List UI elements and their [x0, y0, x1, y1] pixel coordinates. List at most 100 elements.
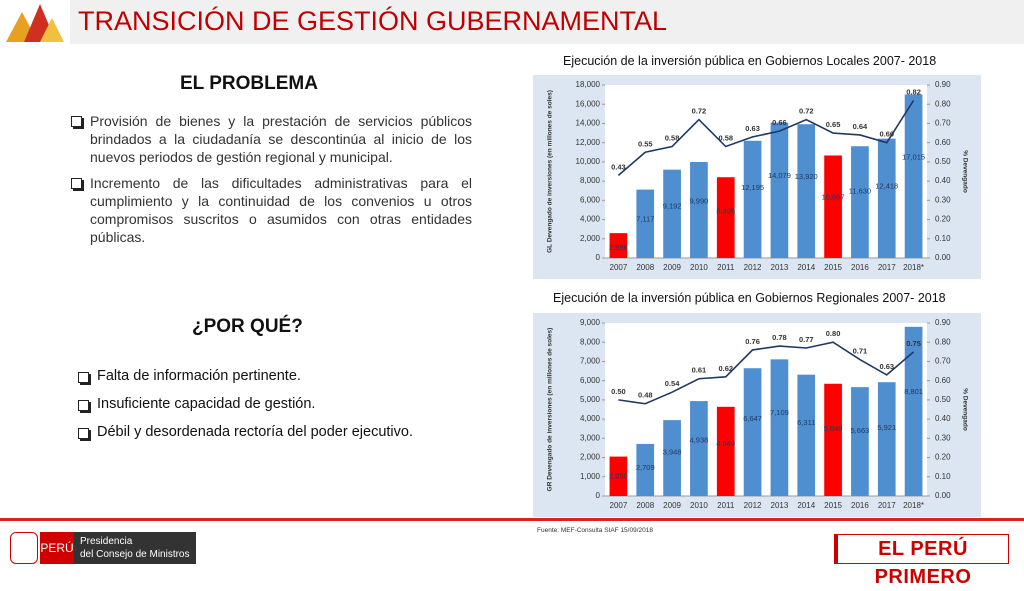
data-label: 5,921	[877, 423, 896, 432]
y-tick-label: 0	[596, 491, 601, 500]
bullet: Débil y desordenada rectoría del poder e…	[75, 424, 495, 440]
bullet: Provisión de bienes y la prestación de s…	[68, 112, 472, 166]
data-label: 6,647	[743, 414, 762, 423]
x-tick-label: 2010	[690, 501, 708, 510]
bar	[636, 189, 655, 258]
y-tick-label: 6,000	[580, 376, 601, 385]
chart-title: Ejecución de la inversión pública en Gob…	[563, 54, 937, 68]
data-label: 7,117	[636, 215, 654, 224]
y2-tick-label: 0.90	[935, 318, 951, 327]
problem-list: Provisión de bienes y la prestación de s…	[68, 112, 472, 254]
data-label: 5,663	[851, 426, 870, 435]
x-tick-label: 2007	[610, 263, 628, 272]
bullet: Insuficiente capacidad de gestión.	[75, 396, 495, 412]
data-label: 17,015	[902, 153, 925, 162]
bar	[690, 401, 708, 496]
bar	[716, 177, 735, 258]
bar	[851, 387, 869, 496]
x-tick-label: 2011	[717, 501, 735, 510]
line-label: 0.63	[745, 124, 760, 133]
y2-tick-label: 0.00	[935, 491, 951, 500]
data-label: 4,640	[716, 439, 735, 448]
bar	[716, 406, 735, 496]
line-label: 0.75	[906, 339, 921, 348]
y2-tick-label: 0.20	[935, 453, 951, 462]
line-label: 0.58	[718, 133, 733, 142]
y2-tick-label: 0.90	[935, 80, 951, 89]
x-tick-label: 2008	[636, 501, 654, 510]
bullet: Incremento de las dificultades administr…	[68, 174, 472, 246]
data-label: 2,709	[636, 463, 655, 472]
y-tick-label: 7,000	[580, 357, 601, 366]
data-label: 12,418	[875, 181, 898, 190]
line-label: 0.78	[772, 333, 787, 342]
y2-tick-label: 0.10	[935, 472, 951, 481]
org-line: del Consejo de Ministros	[80, 549, 190, 560]
x-tick-label: 2014	[797, 263, 815, 272]
x-tick-label: 2011	[717, 263, 735, 272]
plot-area	[605, 85, 927, 258]
bar	[690, 161, 708, 258]
line-label: 0.64	[853, 122, 868, 131]
bar	[824, 383, 842, 496]
line-label: 0.50	[611, 387, 626, 396]
bar	[797, 124, 816, 258]
line-label: 0.80	[826, 329, 841, 338]
bar	[743, 140, 762, 258]
bar	[851, 146, 869, 258]
data-label: 11,630	[849, 186, 871, 195]
x-tick-label: 2018*	[903, 263, 924, 272]
x-tick-label: 2016	[851, 263, 869, 272]
data-label: 14,079	[768, 171, 791, 180]
y2-tick-label: 0.20	[935, 215, 951, 224]
data-label: 6,311	[797, 418, 815, 427]
bar	[904, 94, 923, 258]
y2-tick-label: 0.50	[935, 395, 951, 404]
y-tick-label: 8,000	[580, 337, 601, 346]
y-tick-label: 16,000	[576, 99, 601, 108]
emblem	[10, 532, 38, 564]
data-label: 10,667	[822, 192, 845, 201]
line-label: 0.60	[879, 130, 894, 139]
y2-tick-label: 0.70	[935, 119, 951, 128]
bullet: Falta de información pertinente.	[75, 368, 495, 384]
data-label: 3,948	[663, 448, 682, 457]
data-label: 5,840	[824, 424, 843, 433]
y2-tick-label: 0.70	[935, 357, 951, 366]
y-tick-label: 10,000	[576, 157, 601, 166]
source: Fuente: MEF-Consulta SIAF 15/09/2018	[537, 527, 653, 534]
line-label: 0.72	[692, 107, 707, 116]
y-tick-label: 3,000	[580, 433, 601, 442]
bar	[877, 138, 896, 258]
line-label: 0.82	[906, 87, 921, 96]
y2-tick-label: 0.80	[935, 99, 951, 108]
y-tick-label: 18,000	[576, 80, 601, 89]
line-label: 0.66	[772, 118, 787, 127]
line-label: 0.61	[692, 366, 707, 375]
y-tick-label: 4,000	[580, 414, 601, 423]
x-tick-label: 2015	[824, 263, 842, 272]
line-label: 0.63	[879, 362, 894, 371]
bar	[904, 326, 923, 496]
header-band	[70, 0, 1024, 44]
y-tick-label: 0	[596, 253, 601, 262]
bar	[636, 443, 655, 496]
bar	[609, 233, 628, 258]
x-tick-label: 2018*	[903, 501, 924, 510]
y2-tick-label: 0.80	[935, 337, 951, 346]
data-label: 2,586	[609, 243, 628, 252]
y-tick-label: 1,000	[580, 472, 601, 481]
line-label: 0.58	[665, 133, 680, 142]
data-label: 8,405	[716, 206, 735, 215]
slide-title: TRANSICIÓN DE GESTIÓN GUBERNAMENTAL	[78, 6, 668, 36]
logo	[6, 4, 64, 42]
y2-tick-label: 0.40	[935, 176, 951, 185]
line-label: 0.62	[718, 364, 733, 373]
x-tick-label: 2009	[663, 263, 681, 272]
x-tick-label: 2012	[744, 263, 762, 272]
x-tick-label: 2014	[797, 501, 815, 510]
peru-badge: PERÚ	[40, 532, 74, 564]
data-label: 13,920	[795, 172, 818, 181]
bar	[663, 420, 681, 496]
